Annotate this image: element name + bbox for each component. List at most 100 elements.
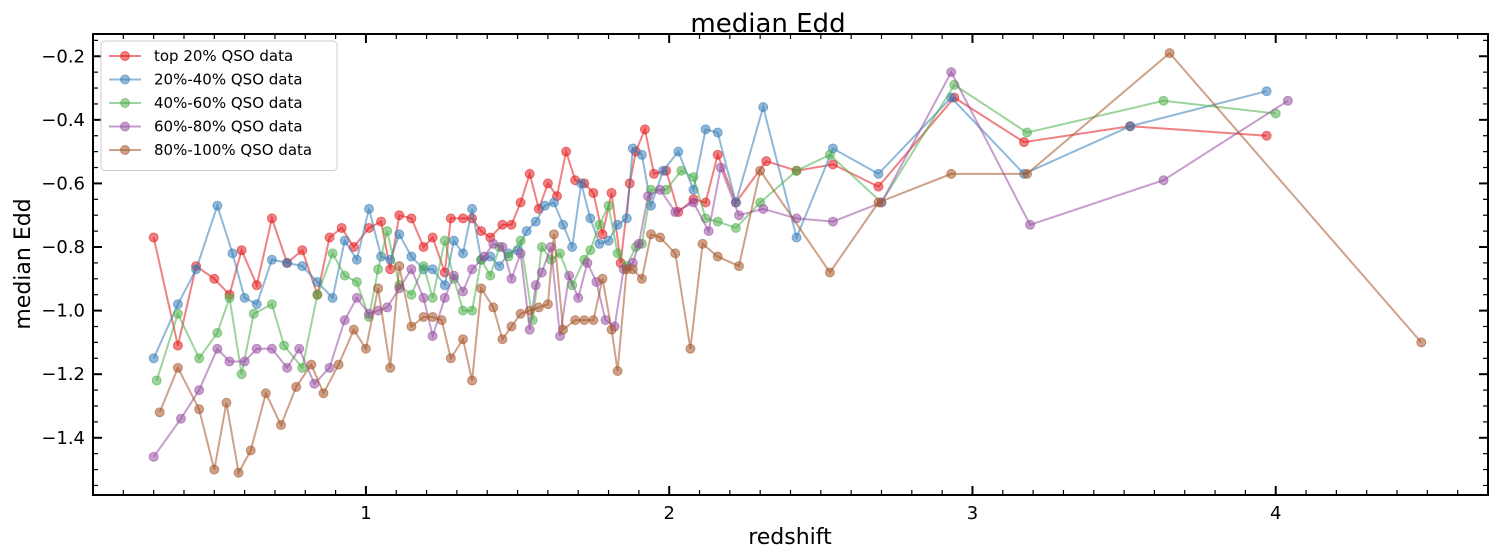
data-point (467, 375, 478, 386)
data-point (646, 229, 656, 240)
data-point (567, 242, 578, 253)
data-point (439, 292, 450, 303)
data-point (703, 226, 714, 237)
data-point (436, 315, 447, 326)
legend-label: 80%-100% QSO data (154, 141, 312, 159)
data-point (1025, 219, 1036, 230)
data-point (515, 248, 526, 259)
data-point (376, 216, 387, 227)
data-point (351, 292, 362, 303)
data-point (457, 248, 468, 259)
data-point (548, 197, 559, 208)
data-point (339, 235, 350, 246)
data-point (327, 248, 338, 259)
data-point (172, 299, 183, 310)
y-tick-label: −1.2 (41, 364, 85, 385)
data-point (239, 356, 250, 367)
data-point (427, 292, 438, 303)
data-point (603, 235, 614, 246)
data-point (597, 229, 608, 240)
data-point (791, 165, 802, 176)
series-2 (148, 86, 1272, 364)
data-point (715, 162, 726, 173)
data-point (457, 305, 468, 316)
data-point (418, 261, 429, 272)
legend-item: 80%-100% QSO data (109, 141, 312, 159)
data-point (248, 308, 259, 319)
data-point (266, 254, 277, 265)
data-point (457, 213, 468, 224)
data-point (457, 334, 468, 345)
data-point (606, 187, 617, 198)
data-point (582, 257, 593, 268)
data-point (427, 311, 438, 322)
data-point (761, 156, 772, 167)
data-point (733, 261, 744, 272)
legend: top 20% QSO data 20%-40% QSO data 40%-60% … (100, 40, 338, 171)
legend-label: 60%-80% QSO data (154, 118, 303, 136)
data-point (673, 146, 684, 157)
data-point (606, 324, 617, 335)
data-point (570, 315, 581, 326)
data-point (564, 270, 575, 281)
legend-label: top 20% QSO data (154, 47, 293, 65)
data-point (467, 203, 478, 214)
data-point (306, 359, 317, 370)
data-point (324, 232, 335, 243)
data-point (236, 245, 247, 256)
legend-item: top 20% QSO data (109, 47, 293, 65)
data-point (946, 67, 957, 78)
data-point (612, 248, 623, 259)
data-point (627, 264, 638, 275)
data-point (824, 149, 835, 160)
data-point (649, 168, 660, 179)
data-point (336, 222, 347, 233)
data-point (260, 388, 271, 399)
data-point (603, 200, 614, 211)
x-tick-label: 2 (663, 503, 674, 524)
data-point (339, 270, 350, 281)
data-point (363, 203, 374, 214)
data-point (497, 334, 508, 345)
data-point (191, 264, 202, 275)
x-tick-label: 4 (1270, 503, 1281, 524)
axis-ticks: 1 2 3 4 −1.4 −1.2 −1.0 −0.8 −0.6 −0.4 −0.2 (41, 34, 1488, 524)
data-point (670, 248, 681, 259)
legend-marker (120, 98, 130, 108)
data-point (827, 216, 838, 227)
data-point (488, 302, 499, 313)
data-point (521, 226, 532, 237)
data-point (561, 146, 572, 157)
y-tick-label: −1.4 (41, 428, 85, 449)
data-point (676, 165, 687, 176)
data-point (712, 127, 723, 138)
data-point (1158, 175, 1169, 186)
data-point (579, 315, 590, 326)
data-point (712, 216, 723, 227)
data-point (548, 229, 559, 240)
data-point (448, 270, 459, 281)
data-point (394, 261, 405, 272)
data-point (542, 178, 553, 189)
data-point (636, 149, 647, 160)
data-point (494, 261, 505, 272)
data-point (351, 276, 362, 287)
data-point (697, 238, 708, 249)
data-point (712, 251, 723, 262)
data-point (594, 219, 605, 230)
data-point (597, 273, 608, 284)
data-point (758, 102, 769, 113)
data-point (276, 420, 287, 431)
data-point (485, 270, 496, 281)
data-point (467, 305, 478, 316)
data-point (506, 321, 517, 332)
data-point (873, 197, 884, 208)
data-point (524, 168, 535, 179)
data-point (1019, 137, 1030, 148)
data-point (448, 235, 459, 246)
data-point (406, 251, 417, 262)
legend-marker (120, 145, 130, 155)
x-axis-label: redshift (748, 525, 832, 550)
data-point (194, 404, 205, 415)
data-point (542, 299, 553, 310)
